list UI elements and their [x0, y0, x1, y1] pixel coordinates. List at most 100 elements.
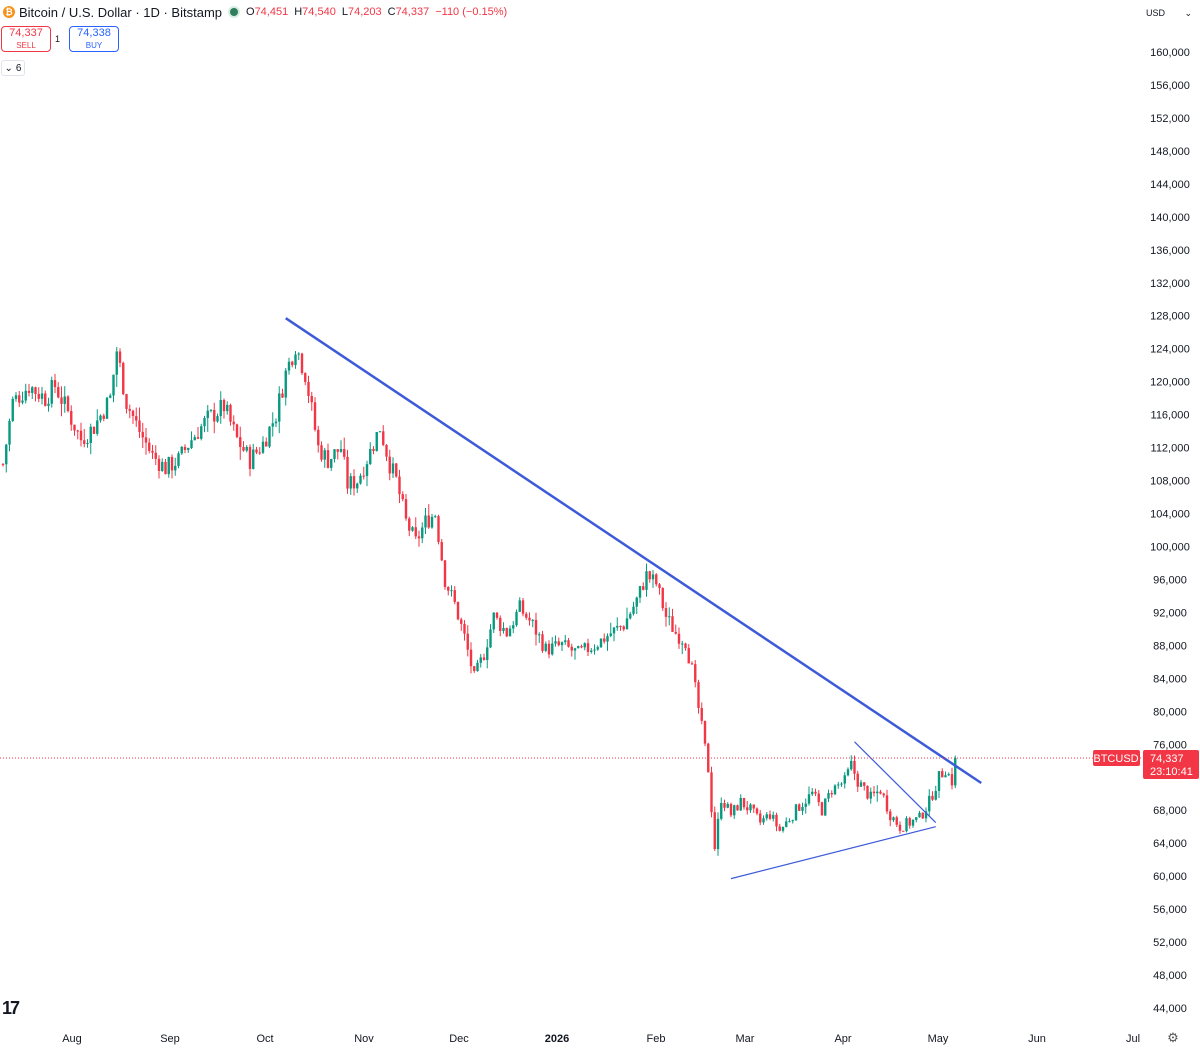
candle	[531, 619, 534, 628]
candle	[73, 424, 76, 436]
candle-body	[518, 600, 521, 612]
candle	[785, 817, 788, 828]
trendline-triangle-resistance[interactable]	[854, 741, 937, 823]
y-tick-label: 132,000	[1150, 278, 1190, 290]
candle	[596, 645, 599, 651]
candle	[346, 449, 349, 494]
candle-body	[807, 794, 811, 804]
candle-body	[365, 464, 369, 477]
candle	[268, 426, 271, 449]
y-tick-label: 124,000	[1150, 344, 1190, 356]
trendlines[interactable]	[285, 317, 982, 880]
candle-body	[941, 771, 944, 778]
candle	[209, 409, 213, 413]
candle	[560, 641, 564, 652]
candle	[408, 516, 411, 537]
candle-body	[187, 447, 190, 450]
candle-body	[336, 449, 339, 452]
candle	[118, 348, 122, 368]
y-tick-label: 104,000	[1150, 509, 1190, 521]
candle	[544, 641, 547, 653]
candle-body	[265, 441, 268, 447]
candle-body	[222, 399, 226, 412]
candle	[398, 469, 401, 504]
candle	[944, 771, 947, 778]
candle-body	[664, 608, 668, 617]
candle-body	[183, 446, 187, 450]
symbol-tag-text: BTCUSD	[1093, 753, 1138, 765]
candle-body	[746, 807, 749, 811]
indicators-toggle[interactable]: ⌄ 6	[1, 60, 25, 76]
currency-select[interactable]: USD ⌄	[1140, 4, 1198, 22]
candle-body	[63, 396, 66, 404]
candle	[53, 373, 57, 394]
candle-body	[798, 804, 801, 811]
candle	[183, 444, 187, 454]
candle-body	[554, 641, 557, 644]
candle	[453, 586, 456, 605]
candle	[190, 431, 193, 449]
trendline-triangle-support[interactable]	[730, 826, 936, 880]
candle	[427, 504, 430, 529]
candle-body	[216, 416, 219, 422]
time-axis[interactable]: Aug Sep Oct Nov Dec 2026 Feb Mar Apr May Jun Jul	[62, 1033, 1140, 1045]
candle-body	[655, 574, 658, 585]
candle-body	[937, 771, 941, 791]
candle	[534, 612, 538, 646]
buy-button[interactable]: 74,338 BUY	[69, 26, 119, 52]
candle-body	[515, 611, 518, 626]
candle	[291, 360, 294, 368]
y-tick-label: 68,000	[1153, 805, 1187, 817]
trendline-main-downtrend[interactable]	[285, 317, 982, 785]
candle	[499, 615, 502, 637]
candle-body	[300, 353, 304, 374]
candle-body	[869, 791, 872, 799]
candle-body	[882, 793, 885, 796]
candle-body	[928, 795, 931, 812]
candle	[92, 426, 96, 434]
symbol-title[interactable]: Bitcoin / U.S. Dollar · 1D · Bitstamp	[19, 4, 222, 20]
candle-body	[21, 400, 24, 403]
candle-body	[560, 642, 564, 646]
candle-body	[434, 516, 437, 518]
candle-body	[60, 397, 63, 404]
candle	[86, 439, 89, 448]
candle-body	[378, 431, 382, 433]
candle-body	[219, 399, 222, 417]
gear-icon[interactable]: ⚙	[1167, 1030, 1179, 1045]
candle	[661, 587, 664, 611]
candle	[791, 819, 794, 824]
candle	[525, 611, 528, 620]
price-axis[interactable]: 160,000 156,000 152,000 148,000 144,000 140,0…	[1150, 47, 1190, 1015]
tradingview-logo[interactable]: 17	[2, 998, 20, 1018]
candle	[157, 455, 161, 479]
candle	[109, 393, 112, 399]
candle	[681, 640, 684, 655]
candle	[850, 755, 853, 771]
candle	[128, 404, 131, 419]
candle-body	[924, 811, 928, 819]
candle-body	[681, 643, 684, 645]
candle	[629, 611, 632, 620]
candle-body	[703, 720, 707, 744]
candle-body	[443, 560, 447, 587]
candle	[947, 772, 950, 777]
candle-body	[430, 516, 434, 528]
candle-body	[733, 805, 736, 816]
candle-body	[118, 351, 122, 363]
candle-body	[749, 804, 752, 811]
candle	[778, 823, 781, 832]
market-status-icon[interactable]	[230, 8, 238, 16]
sell-button[interactable]: 74,337 SELL	[1, 26, 51, 52]
candle	[700, 702, 703, 725]
candle-body	[417, 536, 421, 539]
candle	[388, 449, 391, 481]
candle	[788, 818, 791, 823]
candle	[37, 387, 40, 403]
candle	[375, 431, 378, 452]
x-tick-label: Nov	[354, 1033, 374, 1045]
candle	[271, 412, 274, 437]
candle-body	[287, 361, 291, 371]
candle	[255, 446, 258, 455]
